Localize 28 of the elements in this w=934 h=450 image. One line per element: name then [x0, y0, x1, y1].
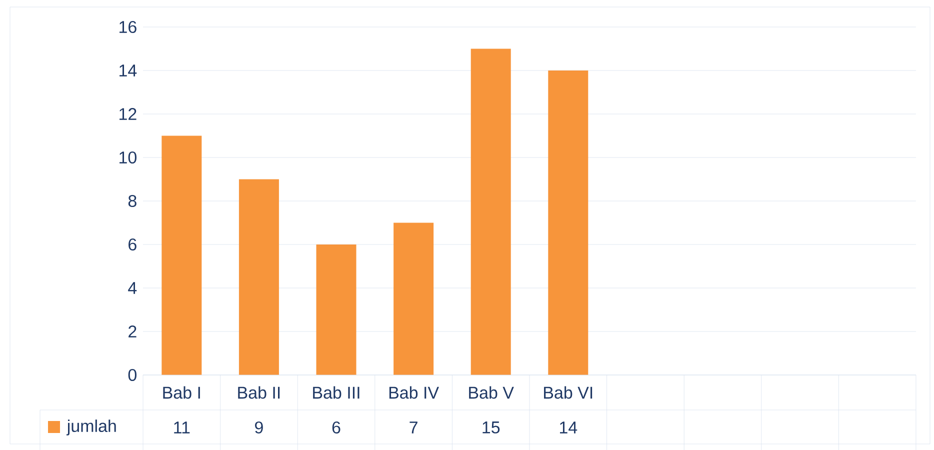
- data-label: 9: [255, 421, 263, 434]
- y-tick-label: 0: [128, 368, 136, 381]
- x-tick-label: Bab I: [163, 386, 200, 399]
- legend-label: jumlah: [66, 419, 116, 436]
- y-tick-label: 8: [128, 194, 136, 207]
- y-tick-label: 6: [128, 238, 136, 250]
- bar: [394, 222, 434, 375]
- x-tick-label: Bab V: [469, 386, 514, 399]
- y-tick-label: 10: [120, 151, 136, 164]
- y-tick-label: 12: [120, 108, 136, 120]
- bar: [548, 70, 588, 375]
- x-tick-label: Bab II: [238, 386, 280, 399]
- bar: [238, 179, 279, 375]
- y-tick-label: 4: [128, 282, 137, 294]
- x-tick-label: Bab III: [313, 386, 360, 399]
- data-label: 11: [174, 422, 190, 434]
- bar: [470, 48, 511, 375]
- data-label: 7: [410, 422, 418, 434]
- data-label: 6: [332, 421, 340, 434]
- bar: [316, 244, 356, 375]
- y-tick-label: 14: [120, 64, 137, 76]
- bar: [162, 136, 202, 375]
- data-label: 15: [482, 421, 500, 434]
- y-tick-label: 2: [128, 325, 136, 338]
- data-label: 14: [560, 422, 578, 434]
- y-tick-label: 16: [120, 20, 136, 33]
- x-tick-label: Bab VI: [544, 386, 592, 399]
- x-tick-label: Bab IV: [389, 386, 439, 399]
